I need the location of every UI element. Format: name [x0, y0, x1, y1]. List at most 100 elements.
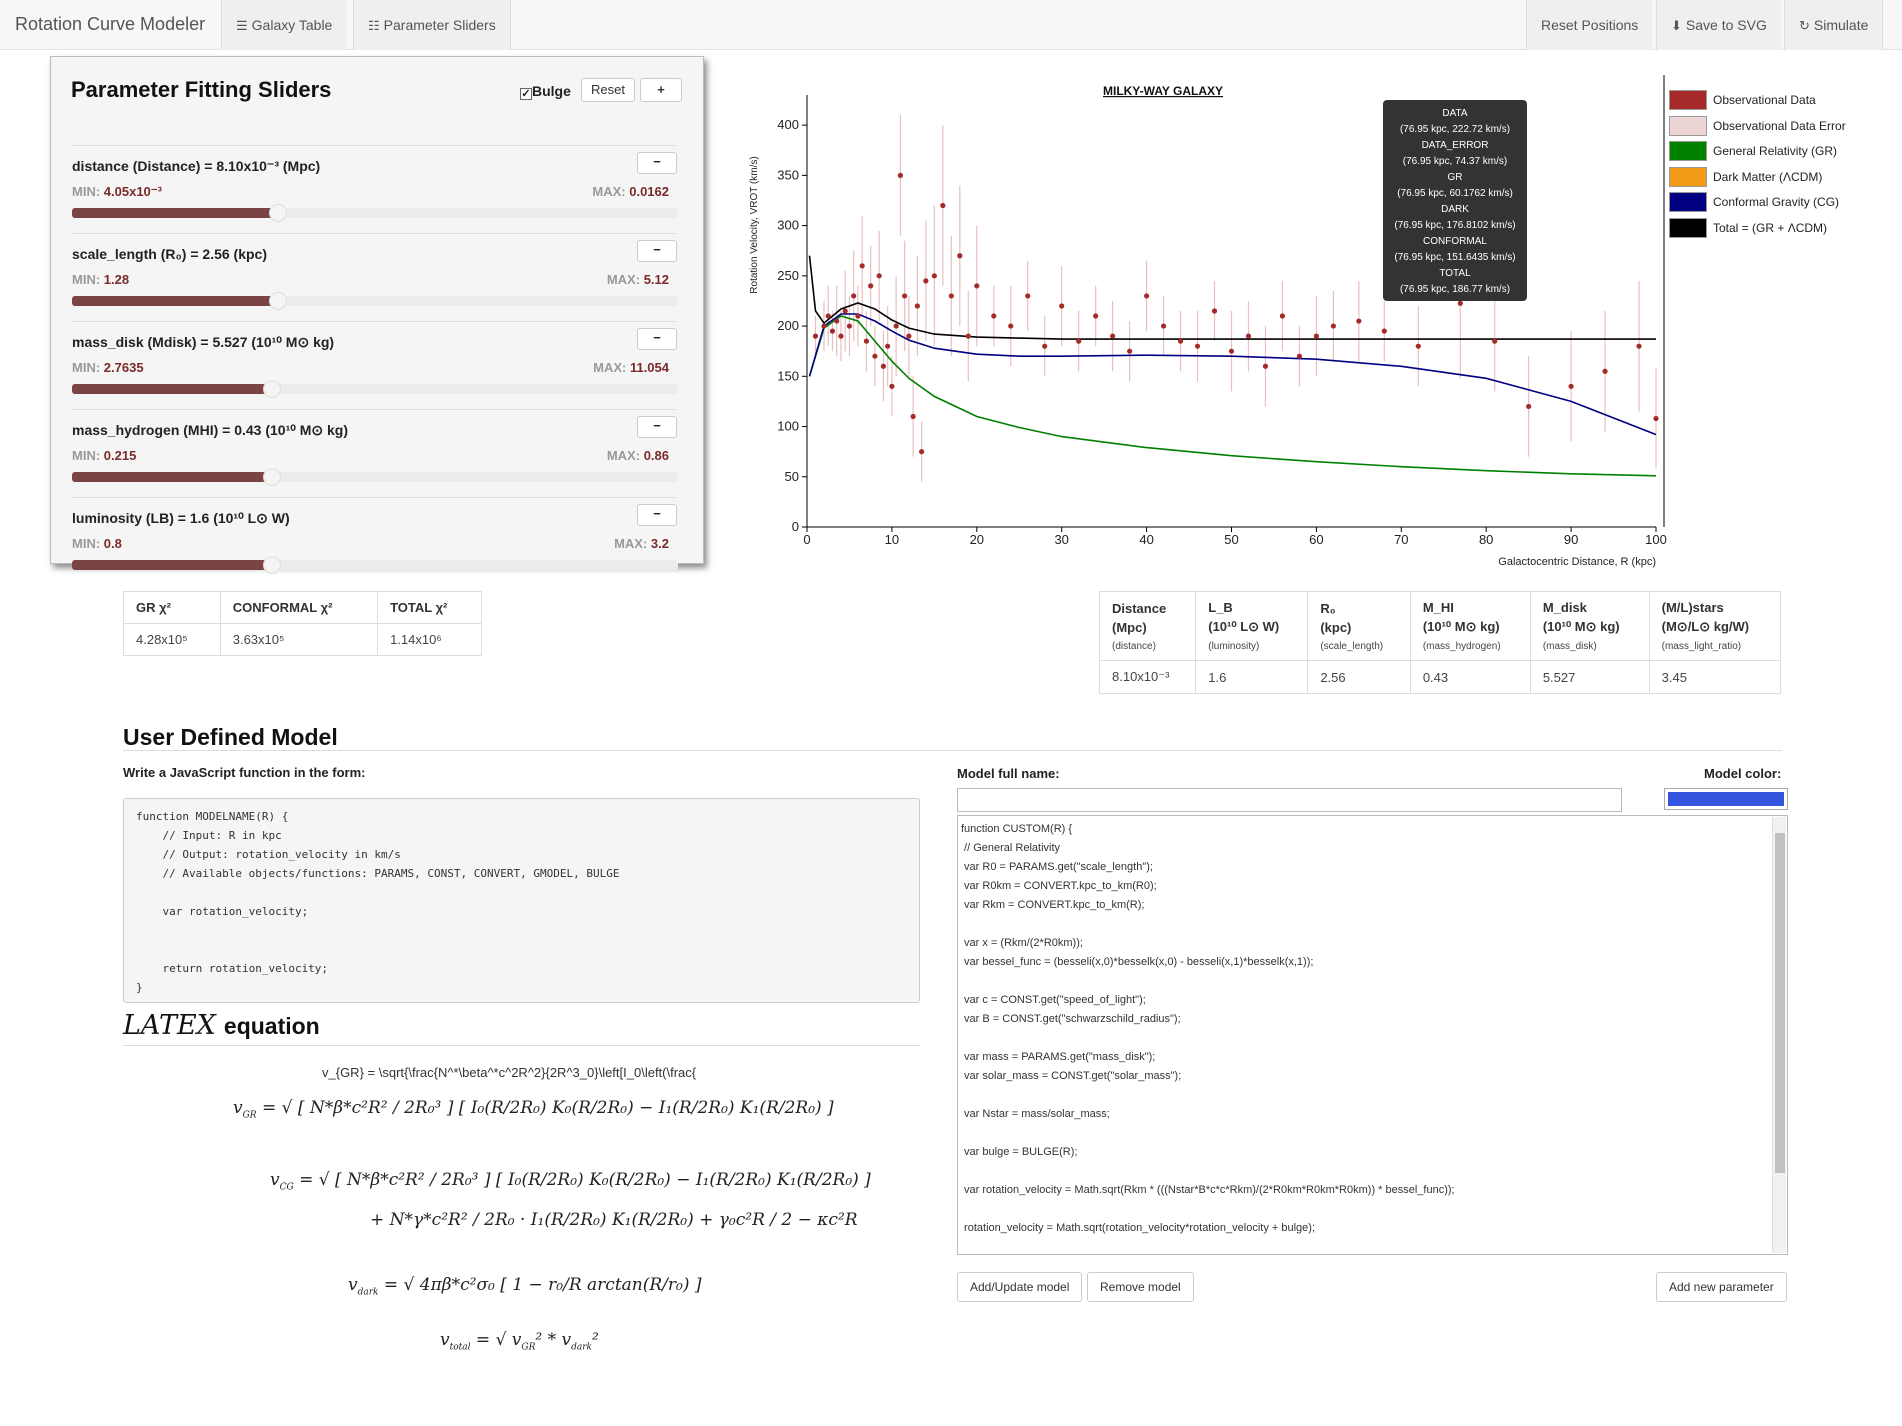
table-icon: ☰: [236, 18, 248, 33]
param-header: R₀ (kpc) (scale_length): [1307, 591, 1411, 661]
latex-heading-text: equation: [223, 1013, 320, 1039]
param-value-cell: 5.527: [1529, 660, 1650, 694]
param-header: L_B (10¹⁰ L⊙ W) (luminosity): [1195, 591, 1309, 661]
slider-track[interactable]: [72, 380, 678, 398]
x-tick-label: 60: [1309, 532, 1323, 547]
param-header-name: R₀: [1320, 600, 1336, 616]
slider-handle[interactable]: [262, 380, 281, 398]
chi-squared-table: GR χ² CONFORMAL χ² TOTAL χ² 4.28x10⁵ 3.63x1…: [123, 591, 482, 656]
data-point: [1653, 415, 1659, 422]
slider-track[interactable]: [72, 204, 678, 222]
parameter-sliders-panel[interactable]: Parameter Fitting Sliders ✓Bulge Reset +…: [50, 56, 704, 574]
data-point: [893, 323, 899, 329]
equation-vdark: vdark = √ 4πβ*c²σ₀ [ 1 − r₀/R arctan(R/r…: [348, 1275, 702, 1298]
param-header: M_HI (10¹⁰ M⊙ kg) (mass_hydrogen): [1409, 591, 1531, 661]
nav-parameter-sliders[interactable]: ☷ Parameter Sliders: [353, 0, 511, 50]
data-point: [1492, 338, 1498, 344]
y-axis-label: Rotation Velocity, VROT (km/s): [749, 156, 760, 293]
y-tick-label: 50: [785, 469, 799, 484]
slider-fill: [72, 560, 272, 570]
tooltip-line: DATA_ERROR: [1421, 140, 1489, 151]
slider-track[interactable]: [72, 556, 678, 574]
slider-handle[interactable]: [262, 468, 281, 486]
slider-handle[interactable]: [269, 292, 288, 310]
nav-galaxy-table[interactable]: ☰ Galaxy Table: [221, 0, 347, 50]
editor-scrollbar[interactable]: [1772, 817, 1786, 1253]
app-brand[interactable]: Rotation Curve Modeler: [15, 14, 206, 34]
add-slider-button[interactable]: +: [640, 78, 682, 102]
remove-slider-button[interactable]: −: [637, 152, 677, 174]
data-point: [1568, 383, 1574, 389]
min-label: MIN:: [72, 272, 104, 287]
model-name-input[interactable]: [957, 788, 1622, 812]
data-point: [880, 363, 887, 369]
data-point: [1381, 328, 1387, 334]
add-new-parameter-button[interactable]: Add new parameter: [1656, 1272, 1787, 1302]
color-swatch: [1668, 792, 1784, 806]
x-tick-label: 40: [1139, 532, 1153, 547]
param-header-name: L_B: [1208, 600, 1233, 615]
checkbox-icon[interactable]: ✓: [520, 88, 532, 100]
simulate-button[interactable]: ↻ Simulate: [1784, 0, 1884, 50]
rotation-curve-chart[interactable]: 0 10 20 30 40 50 60 70 80 90 100 0 50 100 150 200 250 300…: [735, 70, 1855, 570]
slider-track[interactable]: [72, 468, 678, 486]
legend-swatch: [1669, 217, 1707, 238]
param-value-cell: 2.56: [1307, 660, 1411, 694]
model-color-picker[interactable]: [1664, 788, 1788, 810]
reset-sliders-button[interactable]: Reset: [581, 78, 635, 102]
refresh-icon: ↻: [1799, 18, 1810, 33]
remove-slider-button[interactable]: −: [637, 240, 677, 262]
max-value: 11.054: [629, 360, 669, 375]
data-point: [885, 343, 891, 349]
param-header-name: M_disk: [1542, 600, 1587, 615]
data-point: [1093, 313, 1099, 319]
data-point: [1194, 343, 1201, 349]
tooltip-line: (76.95 kpc, 151.6435 km/s): [1394, 252, 1516, 263]
slider-handle[interactable]: [269, 204, 288, 222]
slider-param-title: luminosity (LB) = 1.6 (10¹⁰ L⊙ W): [72, 510, 290, 527]
scrollbar-thumb[interactable]: [1775, 833, 1785, 1173]
model-code-text: function CUSTOM(R) { // General Relativi…: [961, 823, 1455, 1234]
tooltip-line: (76.95 kpc, 176.8102 km/s): [1394, 220, 1516, 231]
remove-model-button[interactable]: Remove model: [1087, 1272, 1194, 1302]
reset-positions-label: Reset Positions: [1541, 17, 1639, 33]
data-point: [910, 413, 916, 420]
param-header: Distance (Mpc) (distance): [1098, 591, 1197, 661]
legend-swatch: [1669, 90, 1707, 110]
model-code-editor[interactable]: function CUSTOM(R) { // General Relativi…: [957, 815, 1788, 1255]
tooltip-line: (76.95 kpc, 60.1762 km/s): [1397, 188, 1513, 199]
y-tick-label: 250: [777, 268, 799, 283]
data-point: [919, 449, 925, 455]
data-point: [1042, 343, 1048, 349]
instruction-text: Write a JavaScript function in the form:: [123, 765, 366, 780]
min-label: MIN:: [72, 184, 104, 199]
data-point: [1602, 368, 1608, 374]
param-value: 0.43: [234, 422, 262, 438]
bulge-checkbox[interactable]: ✓Bulge: [520, 83, 571, 100]
slider-track[interactable]: [72, 292, 678, 310]
remove-slider-button[interactable]: −: [637, 416, 677, 438]
param-header-key: (luminosity): [1208, 641, 1260, 652]
y-tick-label: 100: [777, 419, 799, 434]
data-point: [863, 338, 870, 344]
chart-title: MILKY-WAY GALAXY: [1103, 84, 1223, 98]
remove-slider-button[interactable]: −: [637, 504, 677, 526]
equation-vgr: vGR = √ [ N*β*c²R² / 2R₀³ ] [ I₀(R/2R₀) …: [233, 1098, 834, 1121]
slider-param: luminosity (LB) = 1.6 (10¹⁰ L⊙ W) − MIN: 0…: [71, 497, 678, 585]
add-update-model-button[interactable]: Add/Update model: [957, 1272, 1083, 1302]
remove-slider-button[interactable]: −: [637, 328, 677, 350]
param-value: 1.6: [189, 510, 210, 526]
save-svg-button[interactable]: ⬇ Save to SVG: [1656, 0, 1781, 50]
param-header-unit: (10¹⁰ L⊙ W): [1208, 619, 1280, 634]
data-point: [1160, 323, 1167, 329]
param-value: 2.56: [202, 246, 230, 262]
slider-handle[interactable]: [262, 556, 281, 574]
param-name: distance (Distance) =: [72, 158, 217, 174]
param-unit: (10¹⁰ M⊙ kg): [247, 334, 335, 350]
slider-param: scale_length (R₀) = 2.56 (kpc) − MIN: 1.28…: [71, 233, 678, 321]
slider-param-title: mass_hydrogen (MHI) = 0.43 (10¹⁰ M⊙ kg): [72, 422, 348, 439]
latex-raw-text: v_{GR} = \sqrt{\frac{N^*\beta^*c^2R^2}{2…: [322, 1065, 697, 1080]
min-label: MIN:: [72, 536, 104, 551]
reset-positions-button[interactable]: Reset Positions: [1526, 0, 1653, 50]
data-point: [851, 293, 857, 299]
